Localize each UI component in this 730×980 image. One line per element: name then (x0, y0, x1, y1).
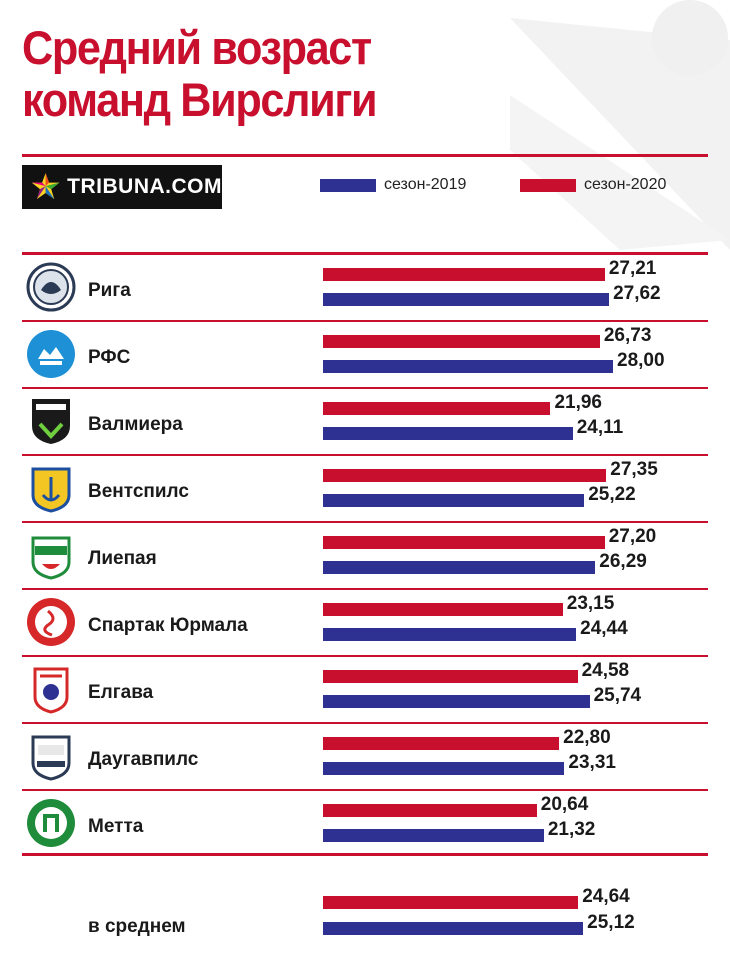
team-row: Метта (22, 791, 708, 858)
riga-crest-icon (26, 262, 76, 312)
season-2020-bar (323, 402, 551, 415)
chart-bottom-divider (22, 853, 708, 856)
title-line-2: команд Вирслиги (22, 73, 378, 126)
season-2020-value: 23,15 (566, 593, 615, 614)
spartaks-crest-icon (26, 597, 76, 647)
average-2020-value: 24,64 (582, 886, 630, 907)
row-divider (22, 521, 708, 523)
season-2019-bar (323, 427, 573, 440)
metta-crest-icon (26, 798, 76, 848)
season-2020-bar (323, 335, 600, 348)
season-2020-value: 22,80 (563, 727, 611, 748)
team-row: Рига (22, 255, 708, 322)
valmiera-crest-icon (26, 396, 76, 446)
season-2019-bar (323, 561, 596, 574)
season-2020-value: 24,58 (581, 660, 630, 681)
star-icon (31, 173, 60, 200)
rfs-crest-icon (26, 329, 76, 379)
season-2019-value: 25,74 (593, 685, 642, 706)
row-divider (22, 454, 708, 456)
legend-swatch-2019 (320, 178, 376, 192)
season-2019-bar (323, 829, 544, 842)
season-2019-bar (323, 293, 610, 306)
team-row: Лиепая (22, 523, 708, 590)
season-2020-value: 27,20 (608, 526, 657, 547)
season-2019-bar (323, 762, 565, 775)
logo-text: TRIBUNA.COM (67, 175, 222, 198)
row-divider (22, 789, 708, 791)
season-2020-value: 27,35 (610, 459, 658, 480)
season-2019-bar (323, 494, 585, 507)
team-row: Елгава (22, 657, 708, 724)
header-divider (22, 154, 708, 157)
season-2020-bar (323, 737, 560, 750)
season-2019-value: 26,29 (599, 551, 647, 572)
season-2019-value: 28,00 (617, 350, 665, 371)
season-2019-value: 23,31 (568, 752, 616, 773)
season-2020-bar (323, 670, 578, 683)
team-name: Елгава (88, 682, 154, 703)
season-2019-value: 24,11 (576, 417, 624, 438)
ventspils-crest-icon (26, 463, 76, 513)
season-2020-bar (323, 603, 563, 616)
season-2019-value: 27,62 (613, 283, 661, 304)
season-2019-bar (323, 628, 577, 641)
daugavpils-crest-icon (26, 731, 76, 781)
title-line-1: Средний возраст (22, 21, 372, 74)
chart-top-divider (22, 252, 708, 255)
season-2019-value: 24,44 (580, 618, 628, 639)
team-row: Вентспилс (22, 456, 708, 523)
season-2019-bar (323, 360, 613, 373)
team-name: Даугавпилс (88, 749, 199, 770)
row-divider (22, 588, 708, 590)
legend-label-2019: сезон-2019 (384, 176, 467, 193)
team-name: Метта (88, 816, 144, 837)
average-2019-bar (323, 922, 584, 935)
average-2020-bar (323, 896, 579, 909)
team-name: Спартак Юрмала (88, 615, 248, 636)
team-row: Спартак Юрмала (22, 590, 708, 657)
average-2019-value: 25,12 (587, 912, 635, 933)
legend-label-2020: сезон-2020 (584, 176, 667, 193)
team-row: РФС (22, 322, 708, 389)
season-2019-value: 21,32 (547, 819, 596, 840)
season-2019-bar (323, 695, 590, 708)
tribuna-logo: TRIBUNA.COM (22, 165, 222, 209)
team-name: Валмиера (88, 414, 183, 435)
season-2020-bar (323, 469, 607, 482)
team-name: Лиепая (88, 548, 157, 569)
team-name: Вентспилс (88, 481, 189, 502)
season-2020-value: 21,96 (554, 392, 602, 413)
season-2019-value: 25,22 (588, 484, 636, 505)
team-name: Рига (88, 280, 131, 301)
season-2020-bar (323, 536, 605, 549)
background-decoration (510, 0, 730, 250)
liepaja-crest-icon (26, 530, 76, 580)
team-name: РФС (88, 347, 131, 368)
jelgava-crest-icon (26, 664, 76, 714)
average-label: в среднем (88, 916, 186, 937)
row-divider (22, 722, 708, 724)
season-2020-value: 27,21 (608, 258, 657, 279)
page-title: Средний возраст команд Вирслиги (22, 21, 378, 126)
legend-item-2019: сезон-2019 (320, 176, 466, 194)
team-row: Даугавпилс (22, 724, 708, 791)
row-divider (22, 655, 708, 657)
row-divider (22, 387, 708, 389)
team-row: Валмиера (22, 389, 708, 456)
season-2020-bar (323, 268, 605, 281)
season-2020-value: 26,73 (603, 325, 652, 346)
season-2020-value: 20,64 (540, 794, 589, 815)
legend-item-2020: сезон-2020 (520, 176, 666, 194)
row-divider (22, 320, 708, 322)
season-2020-bar (323, 804, 537, 817)
legend-swatch-2020 (520, 178, 576, 192)
